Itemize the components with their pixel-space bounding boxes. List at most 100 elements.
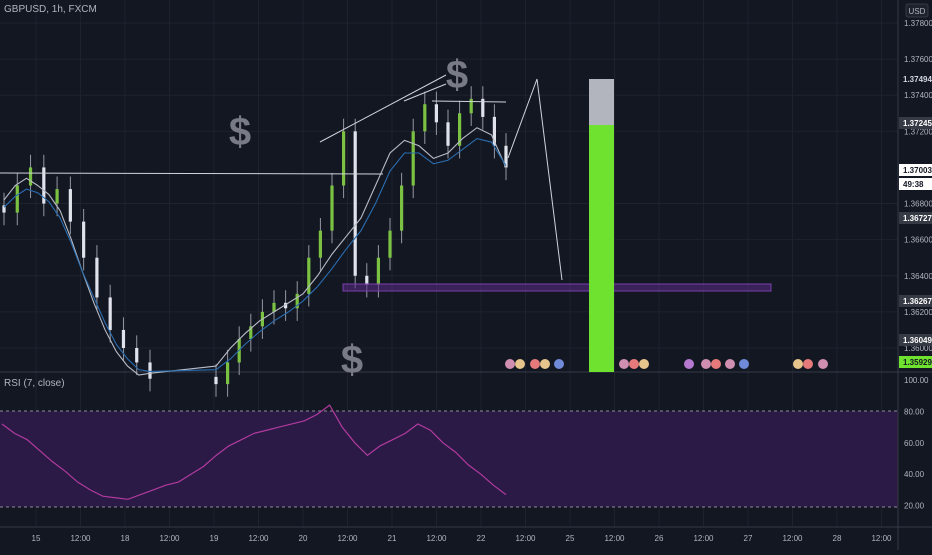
event-icon[interactable] (818, 359, 828, 369)
events-row[interactable] (505, 359, 828, 369)
price-tag[interactable] (899, 73, 932, 85)
price-axis[interactable]: 1.37800 1.37600 1.37400 1.37200 1.36800 1.366… (899, 19, 932, 368)
candle-body (226, 362, 230, 385)
event-icon[interactable] (619, 359, 629, 369)
dollar-sign: $ (446, 53, 468, 97)
candle-body (148, 362, 152, 379)
event-icon[interactable] (739, 359, 749, 369)
time-tick-label: 18 (121, 534, 130, 543)
price-tag[interactable] (899, 178, 932, 190)
candle-body (214, 376, 218, 385)
support-zone[interactable] (342, 283, 772, 292)
candle-body (376, 257, 380, 285)
top-line[interactable] (431, 100, 507, 103)
candle-body (68, 189, 72, 222)
candle-body (55, 189, 59, 204)
rsi-tick-label: 40.00 (904, 470, 925, 479)
price-tick-label: 1.37800 (904, 19, 932, 28)
event-icon[interactable] (540, 359, 550, 369)
candle-body (388, 230, 392, 258)
rsi-axis[interactable]: 100.00 80.00 60.00 40.00 20.00 (904, 376, 929, 511)
event-icon[interactable] (701, 359, 711, 369)
price-tag-label: 1.36727 (903, 214, 932, 223)
event-icon[interactable] (515, 359, 525, 369)
candle-body (135, 348, 139, 363)
candle-body (353, 131, 357, 276)
candle-body (504, 145, 508, 168)
candle-body (28, 167, 33, 186)
event-icon[interactable] (711, 359, 721, 369)
time-tick-label: 12:00 (515, 534, 536, 543)
candle-body (342, 131, 346, 186)
price-tick-label: 1.36000 (904, 344, 932, 353)
price-tag[interactable] (899, 356, 932, 368)
candles-layer (2, 86, 508, 397)
price-tag-label: 49:38 (903, 180, 924, 189)
event-icon[interactable] (684, 359, 694, 369)
trend-line-2[interactable] (403, 83, 447, 102)
candle-body (249, 326, 253, 339)
price-tag-label: 1.37245 (903, 119, 932, 128)
projection-path[interactable] (507, 78, 563, 281)
candle-body (330, 185, 334, 231)
time-tick-label: 12:00 (426, 534, 447, 543)
time-tick-label: 21 (388, 534, 397, 543)
event-icon[interactable] (554, 359, 564, 369)
event-icon[interactable] (803, 359, 813, 369)
candle-body (423, 104, 427, 132)
candle-body (272, 302, 276, 312)
candle-body (284, 302, 288, 309)
candle-body (307, 257, 311, 294)
time-tick-label: 26 (655, 534, 664, 543)
time-tick-label: 28 (833, 534, 842, 543)
event-icon[interactable] (505, 359, 515, 369)
candle-body (492, 116, 496, 146)
time-tick-label: 22 (477, 534, 486, 543)
price-tag[interactable] (899, 117, 932, 129)
candle-body (95, 257, 99, 298)
time-tick-label: 12:00 (871, 534, 892, 543)
candle-body (318, 230, 322, 258)
time-axis[interactable]: 15 12:00 18 12:00 19 12:00 20 12:00 21 12:00 22 12:… (32, 534, 893, 543)
time-tick-label: 12:00 (337, 534, 358, 543)
price-tag[interactable] (899, 295, 932, 307)
time-tick-label: 19 (210, 534, 219, 543)
rsi-band (0, 411, 898, 507)
dollar-sign: $ (229, 110, 251, 154)
time-tick-label: 12:00 (70, 534, 91, 543)
target-bar[interactable] (589, 125, 614, 372)
candle-body (400, 185, 404, 231)
target-cap[interactable] (589, 79, 614, 125)
event-icon[interactable] (629, 359, 639, 369)
event-icon[interactable] (639, 359, 649, 369)
price-tag-label: 1.37003 (903, 166, 932, 175)
event-icon[interactable] (793, 359, 803, 369)
rsi-tick-label: 60.00 (904, 439, 925, 448)
price-tick-label: 1.37600 (904, 55, 932, 64)
currency-label: USD (909, 7, 926, 16)
price-tag[interactable] (899, 334, 932, 346)
time-tick-label: 15 (32, 534, 41, 543)
resistance-line[interactable] (0, 172, 384, 175)
price-tag[interactable] (899, 164, 932, 176)
symbol-label[interactable]: GBPUSD, 1h, FXCM (4, 4, 97, 15)
trend-line[interactable] (319, 74, 447, 143)
currency-badge[interactable] (905, 3, 929, 18)
price-tick-label: 1.36800 (904, 200, 932, 209)
candle-body (446, 122, 450, 146)
price-tag-label: 1.35929 (903, 358, 932, 367)
drawings-layer[interactable] (0, 74, 772, 372)
candle-body (108, 297, 112, 330)
event-icon[interactable] (725, 359, 735, 369)
event-icon[interactable] (530, 359, 540, 369)
time-tick-label: 12:00 (248, 534, 269, 543)
price-tag-label: 1.36049 (903, 336, 932, 345)
candle-body (82, 221, 86, 258)
price-tag[interactable] (899, 212, 932, 224)
time-tick-label: 12:00 (604, 534, 625, 543)
price-tick-label: 1.36400 (904, 272, 932, 281)
rsi-title[interactable]: RSI (7, close) (4, 378, 65, 389)
time-tick-label: 12:00 (782, 534, 803, 543)
